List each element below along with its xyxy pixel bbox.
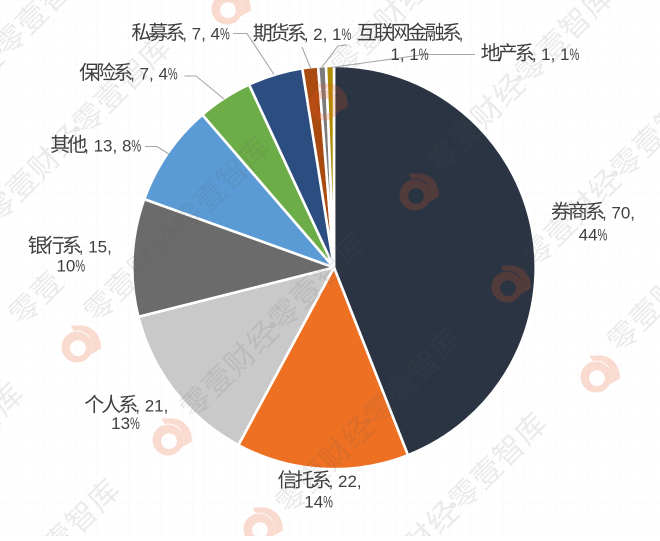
svg-text:44: 44 <box>579 226 598 245</box>
svg-text:%: % <box>419 45 429 64</box>
svg-text:%: % <box>570 45 580 64</box>
svg-text:%: % <box>168 65 178 84</box>
svg-text:%: % <box>342 25 352 44</box>
svg-text:%: % <box>323 493 333 512</box>
svg-text:, 7, 4: , 7, 4 <box>182 25 220 44</box>
svg-text:, 13, 8: , 13, 8 <box>84 137 131 156</box>
svg-text:, 21,: , 21, <box>135 397 168 416</box>
svg-text:%: % <box>75 257 85 276</box>
svg-text:13: 13 <box>111 414 130 433</box>
svg-text:, 70,: , 70, <box>602 204 635 223</box>
svg-text:, 2, 1: , 2, 1 <box>304 25 342 44</box>
svg-text:10: 10 <box>56 257 75 276</box>
svg-text:14: 14 <box>304 493 323 512</box>
svg-text:%: % <box>598 226 608 245</box>
svg-text:1, 1: 1, 1 <box>390 45 418 64</box>
svg-text:, 22,: , 22, <box>329 472 362 491</box>
svg-text:%: % <box>130 414 140 433</box>
svg-text:%: % <box>220 25 230 44</box>
svg-text:,: , <box>459 25 464 44</box>
svg-text:, 15,: , 15, <box>79 238 112 257</box>
svg-text:%: % <box>131 137 141 156</box>
